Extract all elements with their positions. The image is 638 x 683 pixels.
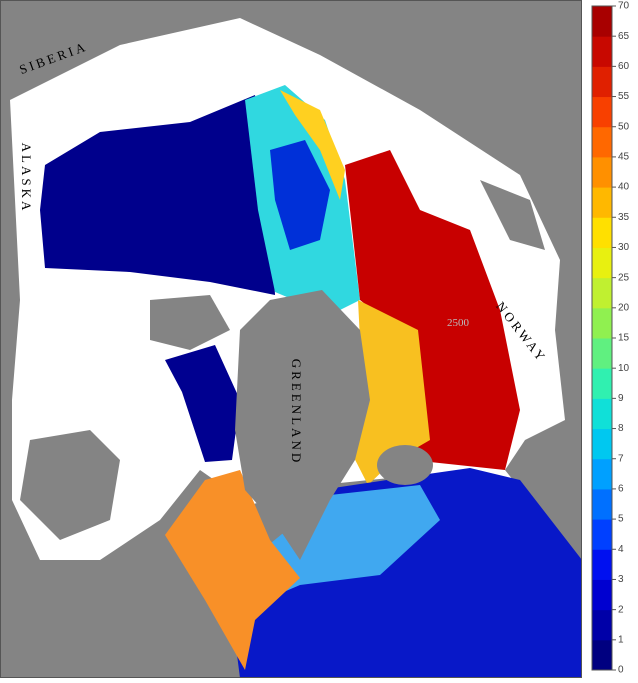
- colorbar-tick-label: 8: [618, 423, 624, 434]
- east-greenland: [345, 300, 430, 485]
- colorbar-tick-label: 60: [618, 61, 630, 72]
- colorbar-tick-label: 45: [618, 152, 630, 163]
- contour-label: 2500: [447, 317, 470, 329]
- colorbar-segment: [592, 579, 612, 611]
- colorbar-segment: [592, 519, 612, 550]
- colorbar-segment: [592, 488, 612, 520]
- colorbar-tick-label: 25: [618, 272, 630, 283]
- colorbar-tick-label: 65: [618, 31, 630, 42]
- grey-island: [150, 295, 230, 350]
- colorbar-segment: [592, 338, 612, 369]
- colorbar-tick-label: 30: [618, 242, 630, 253]
- colorbar-tick-label: 35: [618, 212, 630, 223]
- colorbar-tick-label: 3: [618, 574, 624, 585]
- colorbar-tick-label: 0: [618, 665, 624, 676]
- colorbar-tick-label: 70: [618, 1, 630, 12]
- atlantic-mix: [250, 485, 440, 600]
- canada-basin: [40, 95, 275, 295]
- colorbar-segment: [592, 156, 612, 188]
- colorbar-tick-label: 15: [618, 333, 630, 344]
- colorbar-segment: [592, 307, 612, 339]
- colorbar-segment: [592, 36, 612, 67]
- colorbar-segment: [592, 126, 612, 158]
- grey-island: [480, 180, 545, 250]
- iceland: [377, 445, 433, 485]
- colorbar-segment: [592, 609, 612, 641]
- map: SIBERIA ALASKA GREENLAND NORWAY 2500: [0, 0, 582, 678]
- colorbar-tick-label: 9: [618, 393, 624, 404]
- greenland: [235, 290, 370, 560]
- colorbar-tick-label: 1: [618, 634, 624, 645]
- colorbar-segment: [592, 398, 612, 430]
- colorbar-tick-label: 6: [618, 484, 624, 495]
- colorbar-segment: [592, 247, 612, 279]
- colorbar-segment: [592, 96, 612, 128]
- colorbar-segment: [592, 277, 612, 309]
- colorbar-segment: [592, 6, 612, 37]
- baffin-bay: [165, 345, 240, 462]
- colorbar-segment: [592, 368, 612, 399]
- colorbar-tick-label: 10: [618, 363, 630, 374]
- colorbar-tick-label: 20: [618, 302, 630, 313]
- colorbar-segment: [592, 458, 612, 490]
- colorbar-tick-label: 2: [618, 604, 624, 615]
- colorbar-tick-label: 5: [618, 514, 624, 525]
- colorbar-segment: [592, 639, 612, 671]
- colorbar-tick-label: 4: [618, 544, 624, 555]
- barents-red: [345, 150, 520, 470]
- colorbar-tick-label: 50: [618, 121, 630, 132]
- region-label: GREENLAND: [289, 359, 304, 465]
- region-label: ALASKA: [19, 143, 34, 214]
- colorbar-tick-label: 55: [618, 91, 630, 102]
- colorbar-segment: [592, 217, 612, 248]
- colorbar-tick-label: 40: [618, 182, 630, 193]
- grey-island: [20, 430, 120, 540]
- colorbar-segment: [592, 66, 612, 98]
- colorbar-segment: [592, 428, 612, 460]
- colorbar-segment: [592, 549, 612, 580]
- transpolar-core: [270, 140, 330, 250]
- transpolar-edge: [280, 90, 345, 200]
- colorbar-tick-label: 7: [618, 453, 624, 464]
- colorbar-segment: [592, 187, 612, 218]
- labrador-sea: [165, 470, 300, 670]
